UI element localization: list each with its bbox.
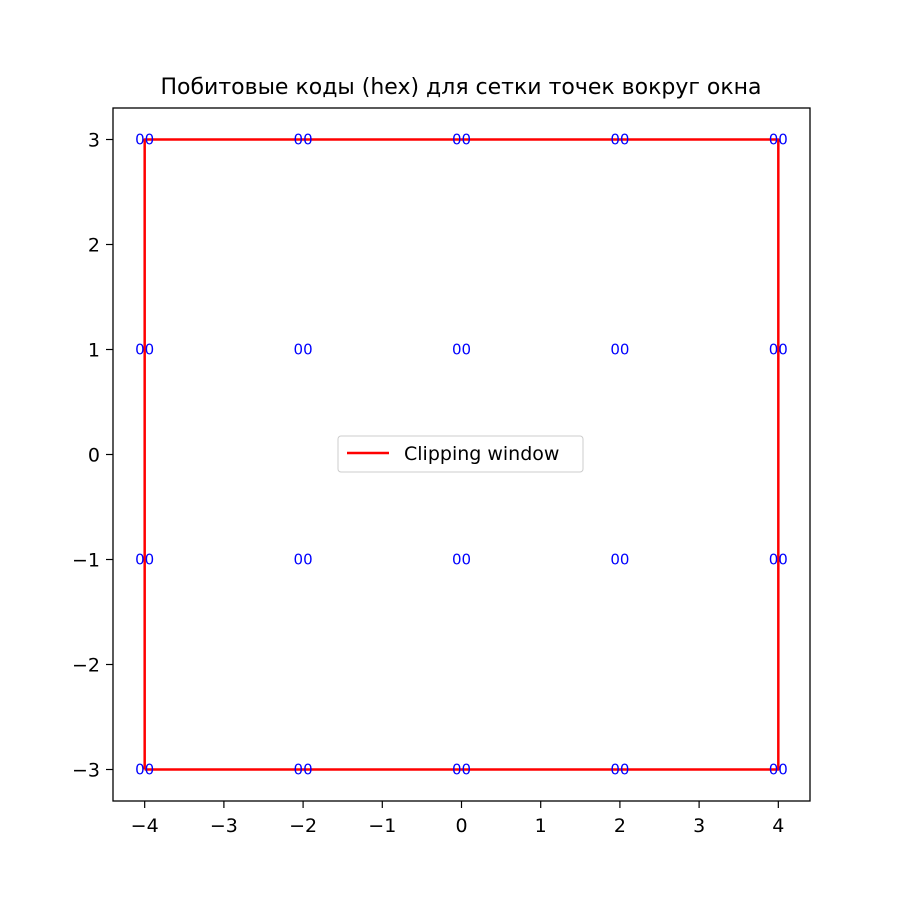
x-tick-label: 4	[772, 815, 784, 837]
point-code-label: 00	[294, 341, 313, 359]
y-axis: −3 −2 −1 0 1 2 3	[72, 130, 113, 782]
point-code-label: 00	[135, 341, 154, 359]
clipping-window-line	[143, 138, 780, 771]
x-tick-label: −4	[131, 815, 159, 837]
y-tick-label: 3	[88, 130, 100, 152]
point-code-label: 00	[452, 341, 471, 359]
x-tick-label: −2	[289, 815, 317, 837]
y-tick-label: −1	[72, 550, 100, 572]
x-tick-label: −1	[368, 815, 396, 837]
x-axis: −4 −3 −2 −1 0 1 2 3 4	[131, 801, 784, 837]
point-code-label: 00	[610, 341, 629, 359]
point-code-label: 00	[452, 131, 471, 149]
point-code-label: 00	[610, 761, 629, 779]
legend-label-clipping-window: Clipping window	[404, 443, 559, 465]
point-code-label: 00	[294, 761, 313, 779]
x-tick-label: 3	[693, 815, 705, 837]
x-tick-label: −3	[210, 815, 238, 837]
point-code-label: 00	[769, 551, 788, 569]
point-code-label: 00	[610, 131, 629, 149]
y-tick-label: −3	[72, 760, 100, 782]
point-code-label: 00	[135, 761, 154, 779]
y-tick-label: 2	[88, 235, 100, 257]
point-code-label: 00	[452, 761, 471, 779]
point-code-label: 00	[769, 761, 788, 779]
y-tick-label: 1	[88, 340, 100, 362]
point-code-label: 00	[294, 551, 313, 569]
y-tick-label: 0	[88, 445, 100, 467]
point-code-label: 00	[135, 131, 154, 149]
point-code-label: 00	[610, 551, 629, 569]
point-code-label: 00	[452, 551, 471, 569]
clipping-window-series	[143, 138, 780, 771]
point-code-labels: 00 00 00 00 00 00 00 00 00 00 00 00 00 00 00 00 00 00 00 00	[135, 131, 788, 779]
point-code-label: 00	[769, 341, 788, 359]
x-tick-label: 1	[535, 815, 547, 837]
x-tick-label: 0	[455, 815, 467, 837]
legend: Clipping window	[337, 435, 584, 473]
point-code-label: 00	[135, 551, 154, 569]
x-tick-label: 2	[614, 815, 626, 837]
point-code-label: 00	[294, 131, 313, 149]
legend-box	[337, 435, 584, 473]
chart-title: Побитовые коды (hex) для сетки точек вок…	[160, 75, 761, 100]
y-tick-label: −2	[72, 655, 100, 677]
point-code-label: 00	[769, 131, 788, 149]
